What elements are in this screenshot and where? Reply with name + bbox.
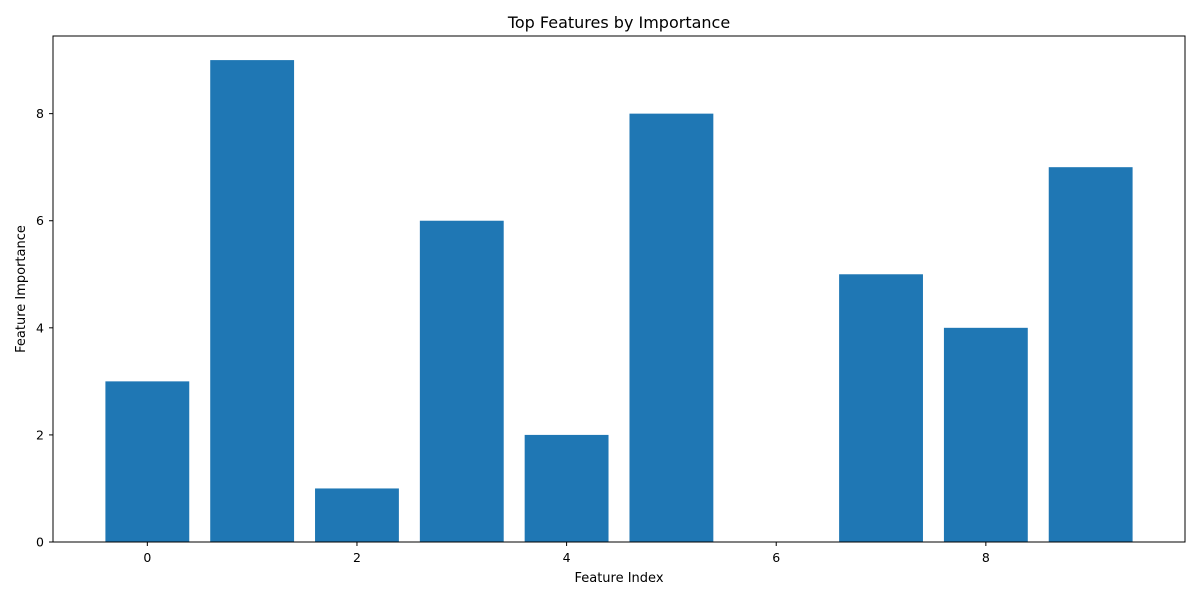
bar-feature-5 [629,113,714,543]
bar-feature-9 [1048,167,1133,542]
y-tick-label: 2 [36,427,44,442]
bar-feature-4 [524,434,609,542]
y-tick-label: 0 [36,535,44,550]
bar-feature-1 [210,60,295,542]
y-tick-label: 8 [36,106,44,121]
y-tick-label: 6 [36,213,44,228]
y-axis-label: Feature Importance [14,225,29,353]
plot-area-frame [52,35,1186,543]
chart-title: Top Features by Importance [507,13,730,32]
bars-group [105,60,1133,543]
x-tick-label: 0 [143,550,151,565]
x-tick-label: 8 [982,550,990,565]
x-axis-label: Feature Index [574,571,663,586]
x-tick-label: 4 [563,550,571,565]
x-tick-label: 2 [353,550,361,565]
bar-feature-2 [315,488,399,542]
bar-feature-0 [105,381,190,542]
x-axis-ticks: 0 2 4 6 8 [143,542,990,565]
bar-feature-3 [419,220,504,542]
x-tick-label: 6 [772,550,780,565]
bar-feature-7 [839,274,923,542]
y-axis-ticks: 0 2 4 6 8 [36,106,53,550]
y-tick-label: 4 [36,320,44,335]
bar-feature-8 [943,327,1028,542]
